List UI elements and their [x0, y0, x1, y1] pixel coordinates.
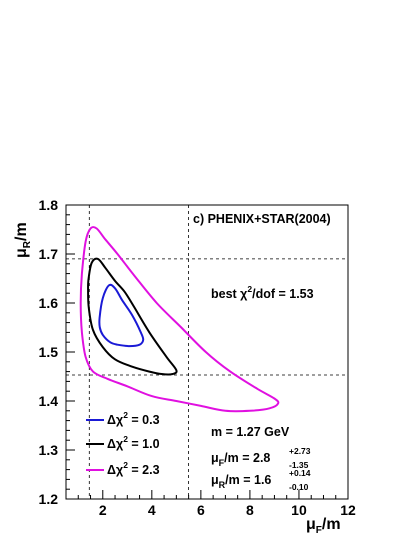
y-tick-label: 1.6 — [39, 295, 59, 311]
contour-curves — [79, 226, 280, 413]
x-tick-label: 6 — [197, 502, 205, 518]
y-tick-label: 1.7 — [39, 246, 59, 262]
x-tick-label: 2 — [99, 502, 107, 518]
y-axis-title: μR/m — [13, 222, 33, 258]
contour-line-1 — [87, 257, 178, 376]
muF-err-up: +2.73 — [289, 446, 311, 456]
chart-title: c) PHENIX+STAR(2004) — [193, 212, 331, 226]
y-tick-label: 1.3 — [39, 442, 59, 458]
muF-result: μF/m = 2.8 — [211, 451, 270, 468]
best-fit-label: best χ2/dof = 1.53 — [211, 284, 314, 301]
muR-result: μR/m = 1.6 — [211, 473, 271, 490]
muR-err-down: -0.10 — [289, 482, 309, 492]
reference-lines — [66, 205, 348, 499]
muR-err-up: +0.14 — [289, 468, 311, 478]
legend-label: Δχ2 = 2.3 — [107, 460, 160, 477]
mass-label: m = 1.27 GeV — [211, 425, 290, 439]
legend-label: Δχ2 = 1.0 — [107, 434, 160, 451]
x-tick-label: 4 — [148, 502, 156, 518]
y-tick-label: 1.5 — [39, 344, 59, 360]
x-tick-label: 12 — [340, 502, 356, 518]
tick-labels: 2 4 6 8 10 12 1.2 1.3 1.4 1.5 1.6 1.7 1.8 — [39, 197, 356, 518]
muF-err-down: -1.35 — [289, 460, 309, 470]
x-axis-title: μF/m — [306, 516, 341, 536]
y-tick-label: 1.4 — [39, 393, 59, 409]
x-tick-label: 8 — [246, 502, 254, 518]
legend: Δχ2 = 0.3 Δχ2 = 1.0 Δχ2 = 2.3 — [86, 410, 160, 477]
contour-line-2 — [79, 226, 280, 413]
axis-ticks — [66, 204, 349, 500]
y-tick-label: 1.8 — [39, 197, 59, 213]
y-tick-label: 1.2 — [39, 491, 59, 507]
x-tick-label: 10 — [291, 502, 307, 518]
legend-label: Δχ2 = 0.3 — [107, 410, 160, 427]
contour-line-0 — [98, 283, 145, 348]
